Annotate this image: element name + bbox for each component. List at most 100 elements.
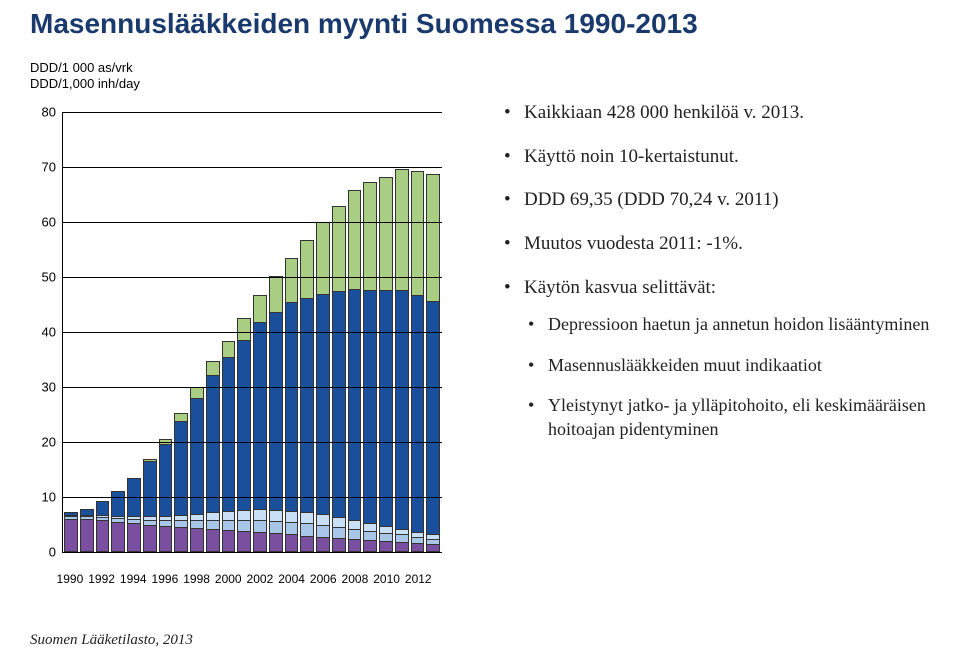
- bar-segment-green: [285, 258, 299, 302]
- xtick-label: 2012: [405, 572, 432, 586]
- xtick-label: 1990: [57, 572, 84, 586]
- bar-segment-darkblue: [363, 290, 377, 524]
- xtick-label: 1996: [152, 572, 179, 586]
- bar-segment-violet: [159, 526, 173, 552]
- sub-bullet-item: Masennuslääkkeiden muut indikaatiot: [524, 353, 940, 377]
- bar-segment-paleblue: [316, 514, 330, 525]
- bar-segment-lightblue: [316, 525, 330, 537]
- ytick-label: 30: [42, 380, 56, 395]
- xtick-label: 2006: [310, 572, 337, 586]
- bar-segment-violet: [363, 540, 377, 552]
- xtick-label: 1998: [183, 572, 210, 586]
- gridline: [62, 277, 442, 278]
- bar-segment-lightblue: [348, 529, 362, 539]
- bar-segment-green: [363, 182, 377, 289]
- plot-region: 01020304050607080: [62, 112, 442, 552]
- ytick-label: 10: [42, 490, 56, 505]
- bar-segment-darkblue: [159, 444, 173, 516]
- bar-segment-green: [395, 169, 409, 290]
- bar-segment-darkblue: [174, 421, 188, 515]
- bar-segment-green: [300, 240, 314, 298]
- gridline: [62, 167, 442, 168]
- gridline: [62, 332, 442, 333]
- bar-segment-paleblue: [348, 520, 362, 529]
- bar-segment-violet: [285, 534, 299, 552]
- bar-segment-paleblue: [222, 511, 236, 520]
- bar-segment-lightblue: [285, 522, 299, 534]
- bar-segment-violet: [411, 543, 425, 552]
- bar-segment-violet: [111, 522, 125, 552]
- bar-segment-lightblue: [237, 520, 251, 531]
- ytick-label: 50: [42, 270, 56, 285]
- gridline: [62, 497, 442, 498]
- bar-segment-violet: [206, 529, 220, 552]
- bullet-item: Käyttö noin 10-kertaistunut.: [500, 144, 940, 170]
- bar-segment-green: [379, 177, 393, 290]
- bar-segment-lightblue: [411, 537, 425, 544]
- bar-segment-darkblue: [426, 301, 440, 535]
- bar-segment-darkblue: [206, 375, 220, 513]
- bar-segment-violet: [426, 544, 440, 552]
- bar-segment-darkblue: [222, 357, 236, 511]
- bar-segment-lightblue: [190, 520, 204, 528]
- ytick-label: 60: [42, 215, 56, 230]
- bullet-item: Muutos vuodesta 2011: -1%.: [500, 231, 940, 257]
- bar-segment-paleblue: [300, 512, 314, 523]
- xtick-label: 2008: [342, 572, 369, 586]
- bar-segment-darkblue: [300, 298, 314, 513]
- sub-bullet-item: Yleistynyt jatko- ja ylläpitohoito, eli …: [524, 393, 940, 442]
- bar-segment-violet: [237, 531, 251, 552]
- bar-segment-darkblue: [237, 340, 251, 511]
- bar-segment-green: [253, 295, 267, 323]
- bar-segment-lightblue: [363, 531, 377, 540]
- bar-segment-violet: [190, 528, 204, 552]
- bar-segment-darkblue: [379, 290, 393, 527]
- bar-segment-violet: [253, 532, 267, 552]
- bar-segment-violet: [300, 536, 314, 553]
- bar-segment-lightblue: [222, 520, 236, 530]
- bar-segment-paleblue: [206, 512, 220, 520]
- bar-segment-paleblue: [190, 514, 204, 521]
- bar-segment-darkblue: [111, 491, 125, 516]
- bar-segment-violet: [64, 519, 78, 552]
- bar-segment-darkblue: [96, 501, 110, 515]
- bar-segment-green: [269, 276, 283, 312]
- gridline: [62, 442, 442, 443]
- ytick-label: 80: [42, 105, 56, 120]
- bar-segment-lightblue: [395, 534, 409, 542]
- bar-segment-darkblue: [332, 291, 346, 517]
- bar-segment-green: [237, 318, 251, 340]
- gridline: [62, 552, 442, 553]
- bar-segment-violet: [222, 530, 236, 552]
- bullet-item: DDD 69,35 (DDD 70,24 v. 2011): [500, 187, 940, 213]
- bar-segment-paleblue: [285, 511, 299, 522]
- gridline: [62, 222, 442, 223]
- sub-bullet-item: Depressioon haetun ja annetun hoidon lis…: [524, 312, 940, 336]
- bar-segment-green: [206, 361, 220, 375]
- bar-segment-violet: [332, 538, 346, 552]
- bar-segment-lightblue: [174, 520, 188, 527]
- bar-segment-paleblue: [332, 517, 346, 527]
- xtick-label: 2002: [247, 572, 274, 586]
- bar-segment-green: [316, 222, 330, 294]
- bar-segment-darkblue: [253, 322, 267, 509]
- y-unit-line2: DDD/1,000 inh/day: [30, 76, 450, 92]
- bar-segment-violet: [395, 542, 409, 552]
- bar-segment-darkblue: [285, 302, 299, 511]
- bar-segment-violet: [127, 523, 141, 552]
- bar-segment-lightblue: [379, 533, 393, 541]
- bar-segment-paleblue: [379, 526, 393, 533]
- bar-segment-darkblue: [348, 289, 362, 520]
- bullet-item: Käytön kasvua selittävät:Depressioon hae…: [500, 275, 940, 442]
- bar-segment-violet: [379, 541, 393, 552]
- bar-segment-lightblue: [253, 520, 267, 532]
- bar-segment-violet: [80, 519, 94, 552]
- chart-container: DDD/1 000 as/vrk DDD/1,000 inh/day 01020…: [30, 60, 450, 600]
- ytick-label: 0: [49, 545, 56, 560]
- ytick-label: 70: [42, 160, 56, 175]
- bar-segment-green: [348, 190, 362, 289]
- bar-segment-green: [426, 174, 440, 301]
- xtick-label: 1992: [88, 572, 115, 586]
- bar-segment-darkblue: [269, 312, 283, 510]
- side-bullet-list: Kaikkiaan 428 000 henkilöä v. 2013.Käytt…: [500, 100, 940, 459]
